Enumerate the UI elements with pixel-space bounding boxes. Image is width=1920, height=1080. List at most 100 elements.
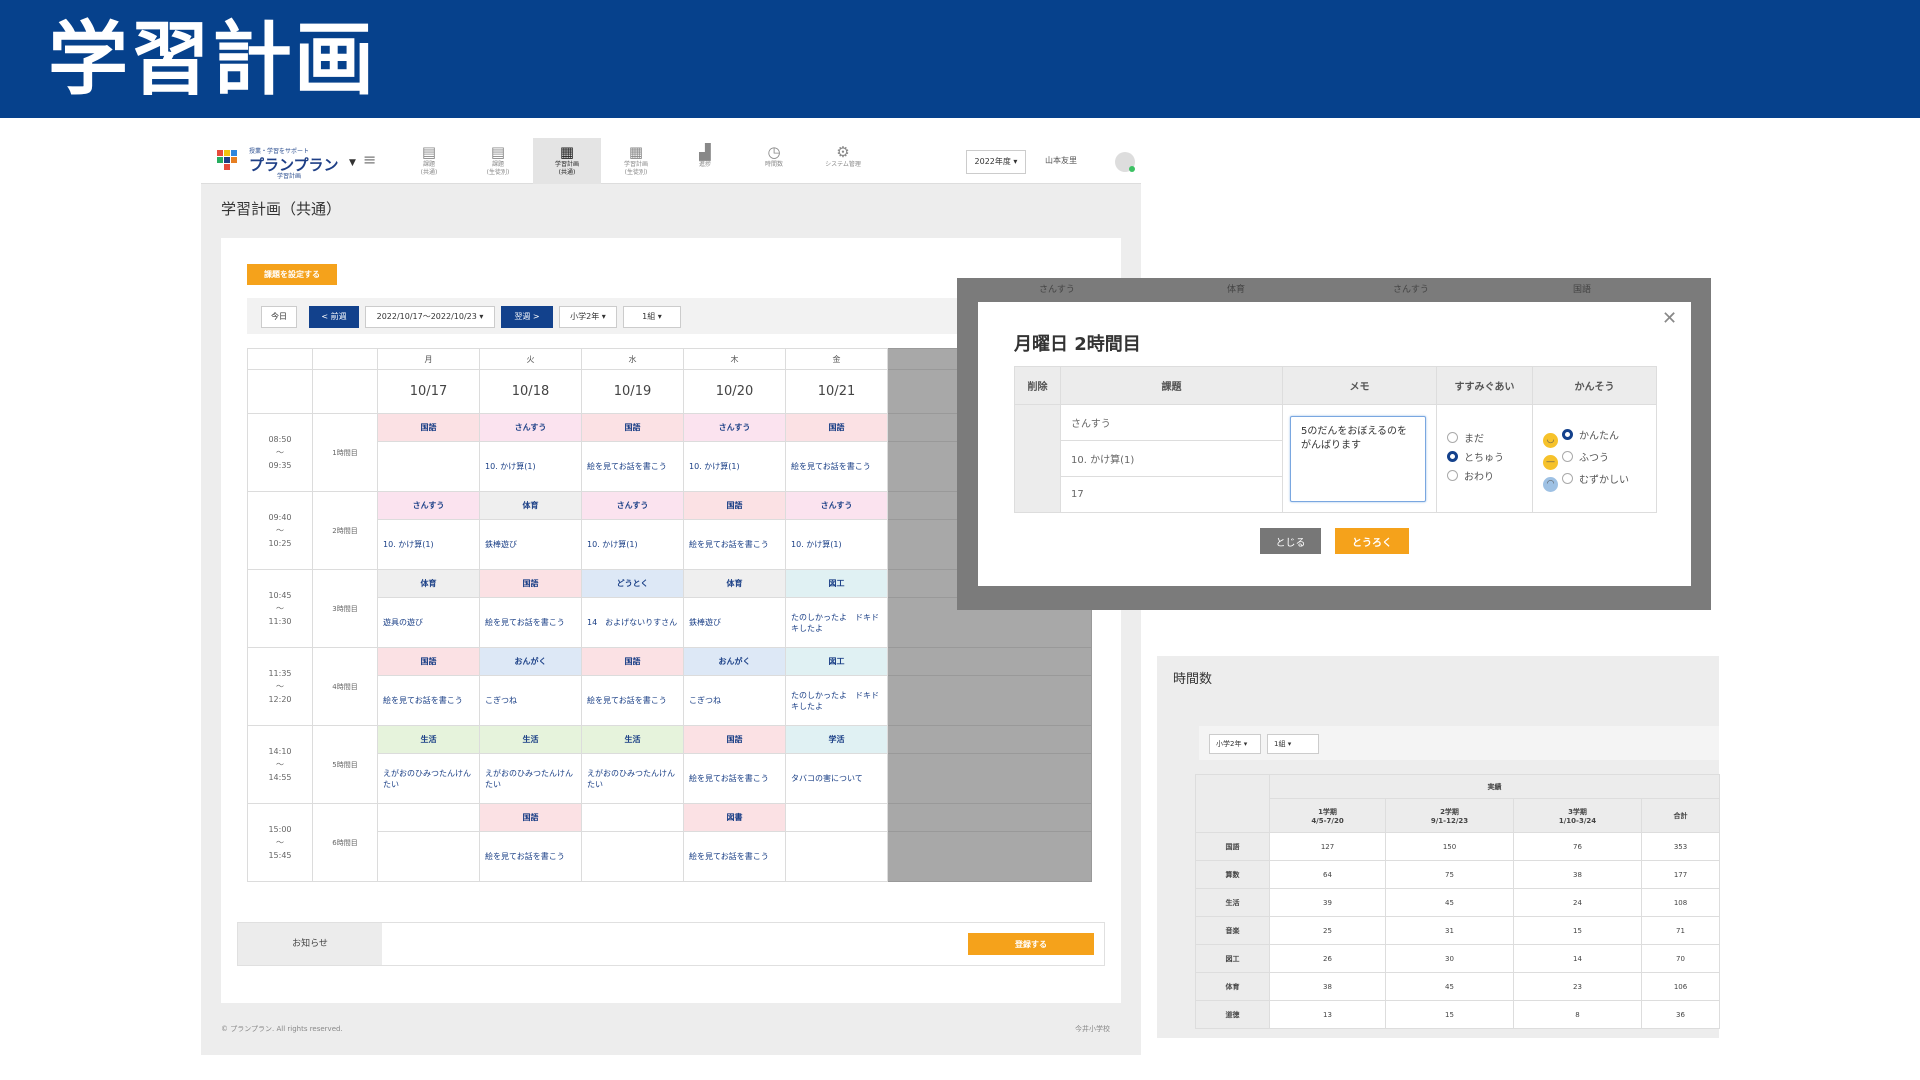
topic-cell[interactable]: 絵を見てお話を書こう [683,831,786,882]
nav-tab-clipboard[interactable]: ▤ 課題 (共通) [395,138,463,184]
subject-cell[interactable]: 体育 [479,491,582,520]
subject-cell[interactable]: さんすう [479,413,582,442]
topic-cell[interactable]: 10. かけ算(1) [581,519,684,570]
topic-cell[interactable]: えがおのひみつたんけんたい [581,753,684,804]
topic-cell[interactable]: えがおのひみつたんけんたい [479,753,582,804]
subject-cell[interactable]: 体育 [683,569,786,598]
subject-cell[interactable]: 国語 [377,413,480,442]
subject-cell[interactable]: さんすう [683,413,786,442]
subject-cell[interactable] [581,803,684,832]
topic-cell[interactable]: 14 およげないりすさん [581,597,684,648]
subject-cell[interactable]: おんがく [683,647,786,676]
topic-cell[interactable]: 10. かけ算(1) [377,519,480,570]
topic-cell[interactable] [785,831,888,882]
logo[interactable]: 授業・学習をサポート プランプラン ▼ 学習計画 [217,144,356,180]
feeling-option[interactable]: ◠ むずかしい [1533,470,1656,492]
topic-cell[interactable]: 10. かけ算(1) [683,441,786,492]
radio-button[interactable] [1447,432,1458,443]
radio-button[interactable] [1562,472,1573,484]
feeling-option[interactable]: ◡ かんたん [1533,426,1656,448]
day-name: 木 [683,348,786,370]
subject-cell[interactable]: 国語 [479,803,582,832]
progress-option[interactable]: おわり [1437,468,1532,487]
subject-cell[interactable]: 生活 [479,725,582,754]
subject-cell[interactable]: 国語 [377,647,480,676]
topic-cell[interactable]: 絵を見てお話を書こう [377,675,480,726]
subject-cell[interactable]: 学活 [785,725,888,754]
nav-tab-gear[interactable]: ⚙ システム管理 [809,138,877,184]
memo-textarea[interactable]: 5のだんをおぼえるのをがんばります [1290,415,1426,502]
topic-cell[interactable]: こぎつね [479,675,582,726]
topic-cell[interactable]: 遊具の遊び [377,597,480,648]
year-select[interactable]: 2022年度 ▾ [966,150,1026,174]
topic-cell[interactable]: えがおのひみつたんけんたい [377,753,480,804]
today-button[interactable]: 今日 [261,306,297,328]
subject-cell[interactable]: 図工 [785,647,888,676]
nav-tab-clock[interactable]: ◷ 時間数 [740,138,808,184]
subject-cell[interactable]: 図工 [785,569,888,598]
progress-option[interactable]: とちゅう [1437,449,1532,468]
grade-select[interactable]: 小学2年 ▾ [559,306,617,328]
modal-save-button[interactable]: とうろく [1335,528,1409,554]
set-task-button[interactable]: 課題を設定する [247,264,337,285]
close-icon[interactable]: ✕ [1662,308,1678,329]
topic-cell[interactable] [377,831,480,882]
hamburger-menu-icon[interactable]: ≡ [363,150,377,169]
topic-cell[interactable]: 鉄棒遊び [479,519,582,570]
topic-cell[interactable]: 絵を見てお話を書こう [683,519,786,570]
radio-button[interactable] [1447,470,1458,481]
topic-cell[interactable]: 10. かけ算(1) [479,441,582,492]
radio-button[interactable] [1447,451,1458,462]
subject-cell[interactable]: さんすう [785,491,888,520]
subject-cell[interactable]: 国語 [479,569,582,598]
progress-option[interactable]: まだ [1437,430,1532,449]
date-range-select[interactable]: 2022/10/17〜2022/10/23 ▾ [365,306,495,328]
class-select[interactable]: 1組 ▾ [623,306,681,328]
subject-cell[interactable]: おんがく [479,647,582,676]
hours-class-select[interactable]: 1組 ▾ [1267,734,1319,754]
avatar[interactable] [1115,152,1135,172]
topic-cell[interactable]: 絵を見てお話を書こう [683,753,786,804]
subject-cell[interactable]: 国語 [785,413,888,442]
topic-cell[interactable]: 10. かけ算(1) [785,519,888,570]
nav-tab-clipboard-user[interactable]: ▤ 課題 (生徒別) [464,138,532,184]
subject-cell[interactable]: 体育 [377,569,480,598]
nav-tab-calendar-user[interactable]: ▦ 学習計画 (生徒別) [602,138,670,184]
subject-cell[interactable]: さんすう [581,491,684,520]
subject-cell[interactable]: 国語 [683,491,786,520]
topic-cell[interactable]: 絵を見てお話を書こう [785,441,888,492]
topic-cell[interactable]: タバコの害について [785,753,888,804]
subject-cell[interactable]: 国語 [581,647,684,676]
subject-cell[interactable]: 図書 [683,803,786,832]
radio-button[interactable] [1562,450,1573,462]
subject-cell[interactable]: さんすう [377,491,480,520]
subject-cell[interactable]: 国語 [683,725,786,754]
prev-week-button[interactable]: < 前週 [309,306,359,328]
topic-cell[interactable]: こぎつね [683,675,786,726]
subject-cell[interactable]: どうとく [581,569,684,598]
register-button[interactable]: 登録する [968,933,1094,955]
feeling-option[interactable]: — ふつう [1533,448,1656,470]
subject-cell[interactable]: 生活 [581,725,684,754]
modal-close-button[interactable]: とじる [1260,528,1321,554]
hours-grade-select[interactable]: 小学2年 ▾ [1209,734,1261,754]
topic-cell[interactable] [581,831,684,882]
topic-cell[interactable]: たのしかったよ ドキドキしたよ [785,675,888,726]
topic-cell[interactable]: 絵を見てお話を書こう [581,675,684,726]
chevron-down-icon[interactable]: ▼ [349,158,356,168]
topic-cell[interactable]: たのしかったよ ドキドキしたよ [785,597,888,648]
subject-cell[interactable] [377,803,480,832]
topic-cell[interactable]: 絵を見てお話を書こう [581,441,684,492]
next-week-button[interactable]: 翌週 > [501,306,553,328]
topic-cell[interactable] [377,441,480,492]
subject-cell[interactable]: 国語 [581,413,684,442]
nav-label: 進捗 [698,161,711,168]
nav-tab-calendar[interactable]: ▦ 学習計画 (共通) [533,138,601,184]
topic-cell[interactable]: 絵を見てお話を書こう [479,597,582,648]
radio-button[interactable] [1562,428,1573,440]
topic-cell[interactable]: 鉄棒遊び [683,597,786,648]
subject-cell[interactable]: 生活 [377,725,480,754]
nav-tab-chart[interactable]: ▟ 進捗 [671,138,739,184]
topic-cell[interactable]: 絵を見てお話を書こう [479,831,582,882]
subject-cell[interactable] [785,803,888,832]
